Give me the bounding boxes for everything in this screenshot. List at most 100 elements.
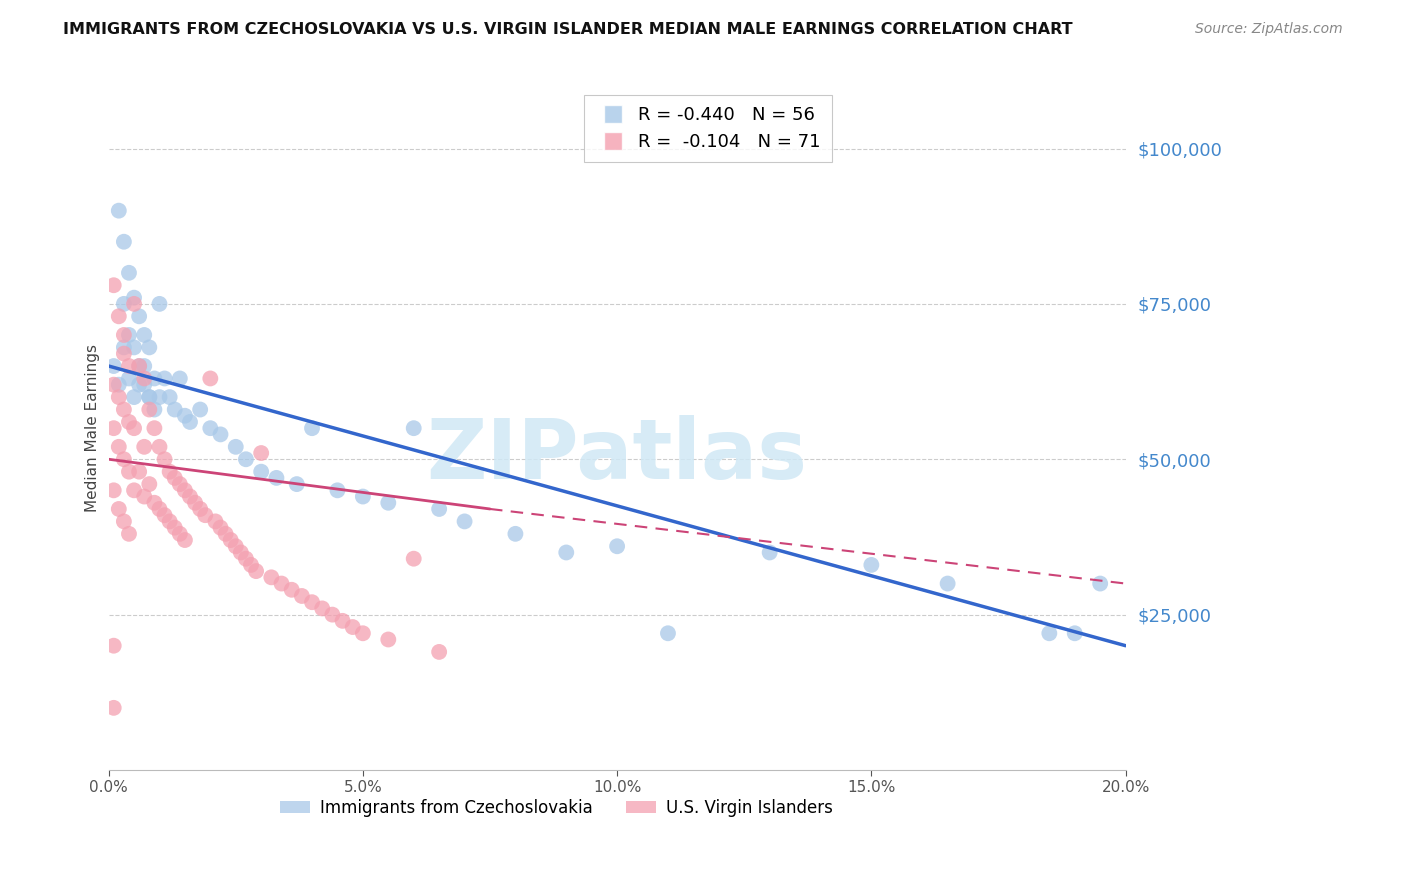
Point	[107, 310, 129, 324]
Point	[143, 371, 166, 385]
Point	[107, 440, 129, 454]
Point	[134, 377, 156, 392]
Point	[103, 639, 125, 653]
Point	[209, 520, 232, 534]
Point	[169, 526, 191, 541]
Point	[505, 526, 527, 541]
Point	[134, 359, 156, 373]
Point	[134, 490, 156, 504]
Point	[402, 421, 425, 435]
Point	[174, 409, 197, 423]
Point	[377, 496, 399, 510]
Y-axis label: Median Male Earnings: Median Male Earnings	[86, 344, 100, 512]
Point	[352, 626, 374, 640]
Point	[153, 508, 176, 523]
Point	[332, 614, 354, 628]
Point	[1038, 626, 1060, 640]
Text: Source: ZipAtlas.com: Source: ZipAtlas.com	[1195, 22, 1343, 37]
Point	[311, 601, 333, 615]
Point	[112, 402, 135, 417]
Point	[138, 390, 160, 404]
Point	[112, 452, 135, 467]
Point	[112, 235, 135, 249]
Point	[225, 539, 247, 553]
Point	[107, 390, 129, 404]
Point	[103, 278, 125, 293]
Point	[128, 359, 150, 373]
Point	[184, 496, 207, 510]
Point	[122, 340, 145, 354]
Point	[103, 359, 125, 373]
Point	[225, 440, 247, 454]
Point	[402, 551, 425, 566]
Point	[134, 328, 156, 343]
Point	[301, 595, 323, 609]
Point	[112, 515, 135, 529]
Point	[159, 515, 181, 529]
Point	[148, 502, 170, 516]
Point	[235, 551, 257, 566]
Point	[118, 266, 141, 280]
Point	[143, 421, 166, 435]
Point	[138, 402, 160, 417]
Point	[209, 427, 232, 442]
Point	[148, 440, 170, 454]
Point	[194, 508, 217, 523]
Point	[250, 446, 273, 460]
Point	[179, 490, 201, 504]
Point	[118, 371, 141, 385]
Point	[204, 515, 226, 529]
Point	[657, 626, 679, 640]
Point	[112, 340, 135, 354]
Point	[174, 533, 197, 547]
Point	[174, 483, 197, 498]
Point	[122, 297, 145, 311]
Text: IMMIGRANTS FROM CZECHOSLOVAKIA VS U.S. VIRGIN ISLANDER MEDIAN MALE EARNINGS CORR: IMMIGRANTS FROM CZECHOSLOVAKIA VS U.S. V…	[63, 22, 1073, 37]
Point	[266, 471, 288, 485]
Point	[606, 539, 628, 553]
Text: ZIPatlas: ZIPatlas	[426, 415, 807, 496]
Point	[758, 545, 780, 559]
Point	[1063, 626, 1085, 640]
Point	[107, 377, 129, 392]
Point	[159, 390, 181, 404]
Point	[240, 558, 263, 572]
Point	[107, 203, 129, 218]
Point	[118, 359, 141, 373]
Point	[128, 465, 150, 479]
Point	[250, 465, 273, 479]
Point	[128, 377, 150, 392]
Point	[159, 465, 181, 479]
Point	[352, 490, 374, 504]
Point	[179, 415, 201, 429]
Point	[377, 632, 399, 647]
Point	[134, 371, 156, 385]
Point	[200, 421, 222, 435]
Point	[112, 328, 135, 343]
Point	[188, 502, 211, 516]
Point	[200, 371, 222, 385]
Point	[285, 477, 308, 491]
Point	[128, 310, 150, 324]
Point	[1088, 576, 1111, 591]
Point	[301, 421, 323, 435]
Point	[219, 533, 242, 547]
Point	[235, 452, 257, 467]
Point	[143, 402, 166, 417]
Point	[118, 465, 141, 479]
Point	[326, 483, 349, 498]
Point	[112, 346, 135, 360]
Point	[153, 371, 176, 385]
Point	[188, 402, 211, 417]
Point	[143, 496, 166, 510]
Point	[427, 502, 450, 516]
Point	[245, 564, 267, 578]
Point	[103, 421, 125, 435]
Point	[122, 390, 145, 404]
Point	[122, 291, 145, 305]
Point	[163, 402, 186, 417]
Point	[163, 520, 186, 534]
Point	[280, 582, 302, 597]
Point	[555, 545, 578, 559]
Legend: Immigrants from Czechoslovakia, U.S. Virgin Islanders: Immigrants from Czechoslovakia, U.S. Vir…	[273, 792, 839, 823]
